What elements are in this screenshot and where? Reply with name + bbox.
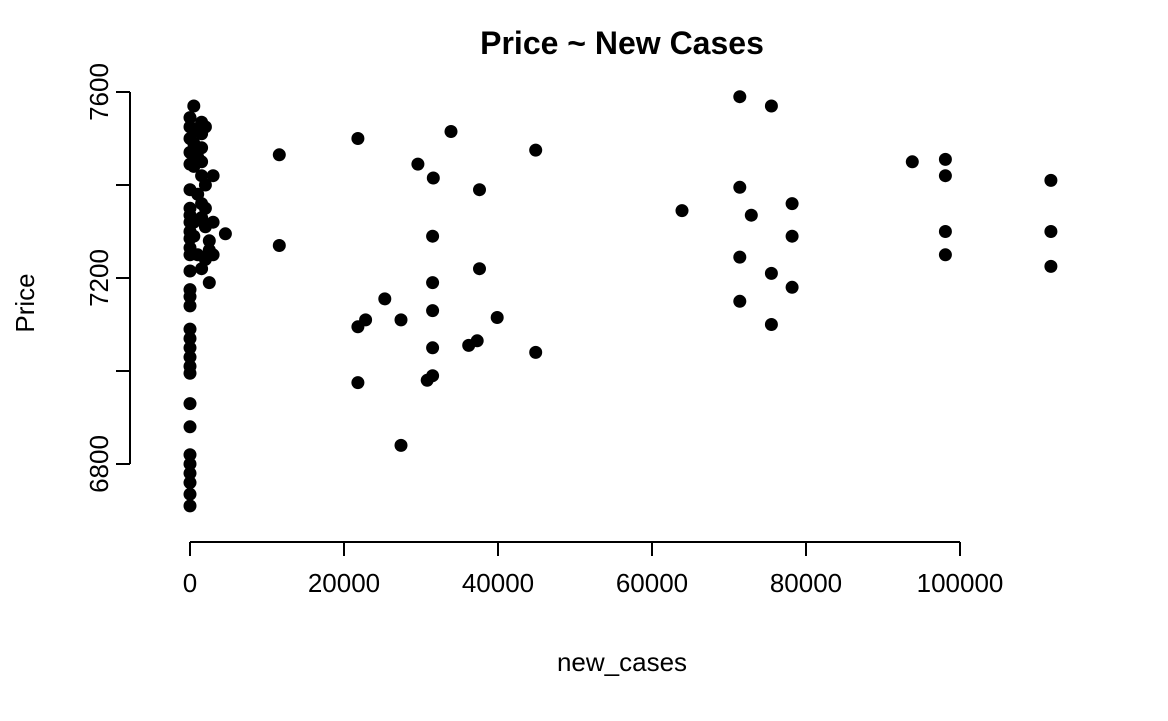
data-point bbox=[411, 157, 425, 171]
data-point bbox=[473, 262, 486, 276]
data-point bbox=[202, 234, 216, 248]
data-point bbox=[764, 99, 778, 113]
data-point bbox=[187, 99, 201, 113]
data-point bbox=[938, 248, 952, 262]
data-point bbox=[394, 438, 408, 452]
x-tick-label: 60000 bbox=[616, 568, 688, 598]
data-point bbox=[359, 313, 373, 327]
data-point bbox=[198, 178, 212, 192]
data-point bbox=[351, 376, 365, 390]
data-point bbox=[183, 299, 197, 313]
data-point bbox=[426, 369, 440, 383]
data-point bbox=[183, 264, 197, 278]
data-point bbox=[394, 313, 408, 327]
x-axis: 0 20000 40000 60000 80000 100000 bbox=[183, 541, 1004, 598]
data-point bbox=[202, 276, 216, 290]
data-point bbox=[764, 266, 778, 280]
x-tick-label: 0 bbox=[183, 568, 197, 598]
data-point bbox=[218, 227, 232, 241]
data-point bbox=[378, 292, 392, 306]
data-point bbox=[183, 448, 197, 462]
data-point bbox=[426, 229, 440, 243]
x-tick-label: 80000 bbox=[770, 568, 842, 598]
data-point bbox=[905, 155, 919, 169]
data-point bbox=[1044, 259, 1058, 273]
data-point bbox=[183, 457, 197, 471]
x-tick-label: 100000 bbox=[917, 568, 1004, 598]
data-point bbox=[183, 476, 197, 490]
data-point bbox=[675, 204, 689, 218]
data-point bbox=[785, 229, 799, 243]
data-point bbox=[272, 148, 286, 162]
x-tick-label: 20000 bbox=[308, 568, 380, 598]
data-points bbox=[183, 90, 1058, 513]
data-point bbox=[426, 171, 440, 185]
data-point bbox=[183, 359, 197, 373]
data-point bbox=[733, 180, 747, 194]
data-point bbox=[183, 322, 197, 336]
data-point bbox=[206, 215, 220, 229]
data-point bbox=[1044, 173, 1058, 187]
data-point bbox=[187, 229, 201, 243]
x-axis-label: new_cases bbox=[557, 647, 687, 677]
x-tick-label: 40000 bbox=[462, 568, 534, 598]
data-point bbox=[183, 397, 197, 411]
data-point bbox=[183, 332, 197, 345]
chart-title: Price ~ New Cases bbox=[480, 25, 764, 61]
data-point bbox=[938, 152, 952, 166]
y-axis-label: Price bbox=[10, 273, 40, 332]
data-point bbox=[529, 345, 543, 359]
y-tick-label: 7600 bbox=[84, 63, 114, 121]
y-axis: 6800 7200 7600 bbox=[84, 63, 131, 493]
data-point bbox=[938, 225, 952, 238]
data-point bbox=[733, 250, 747, 264]
data-point bbox=[764, 318, 778, 331]
data-point bbox=[183, 350, 197, 364]
data-point bbox=[183, 341, 197, 355]
data-point bbox=[183, 201, 197, 215]
data-point bbox=[490, 311, 504, 324]
data-point bbox=[183, 283, 197, 297]
y-tick-label: 6800 bbox=[84, 435, 114, 493]
data-point bbox=[733, 90, 747, 104]
data-point bbox=[206, 169, 220, 183]
data-point bbox=[473, 183, 486, 197]
data-point bbox=[426, 341, 440, 355]
data-point bbox=[1044, 225, 1058, 238]
data-point bbox=[206, 248, 220, 262]
data-point bbox=[195, 155, 209, 169]
data-point bbox=[198, 120, 212, 134]
data-point bbox=[351, 132, 365, 145]
data-point bbox=[426, 304, 440, 318]
data-point bbox=[183, 466, 197, 480]
data-point bbox=[183, 420, 197, 434]
data-point bbox=[426, 276, 440, 290]
data-point bbox=[195, 141, 209, 155]
data-point bbox=[785, 280, 799, 294]
data-point bbox=[733, 294, 747, 308]
data-point bbox=[272, 239, 286, 252]
data-point bbox=[470, 334, 484, 348]
data-point bbox=[198, 201, 212, 215]
data-point bbox=[183, 487, 197, 501]
data-point bbox=[529, 143, 543, 157]
data-point bbox=[183, 111, 197, 125]
data-point bbox=[444, 125, 458, 138]
data-point bbox=[744, 208, 758, 222]
data-point bbox=[785, 197, 799, 211]
y-tick-label: 7200 bbox=[84, 249, 114, 307]
data-point bbox=[183, 499, 197, 513]
data-point bbox=[938, 169, 952, 183]
